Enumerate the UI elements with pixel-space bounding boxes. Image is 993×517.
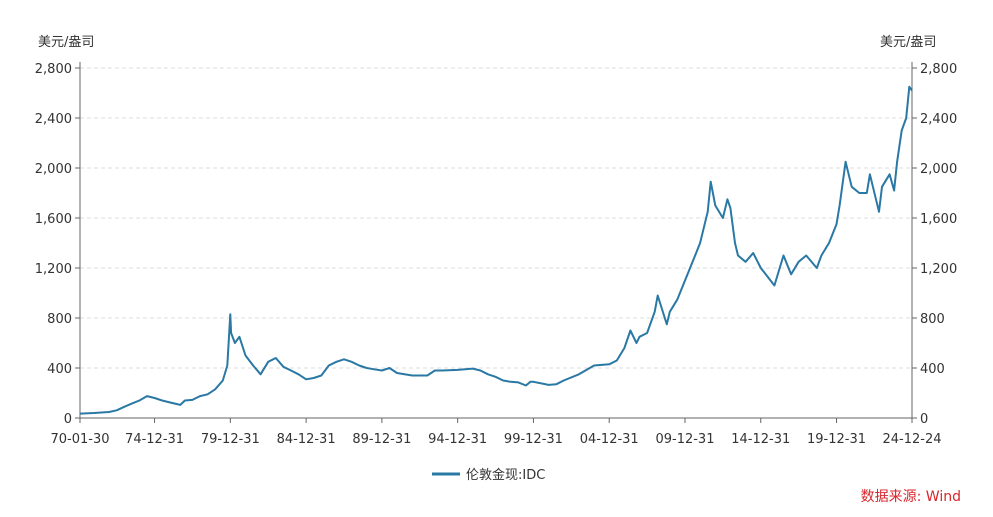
x-tick-label: 74-12-31 bbox=[125, 432, 184, 447]
x-tick-label: 19-12-31 bbox=[807, 432, 866, 447]
y-ticks-right: 0 400 800 1,200 1,600 2,000 2,400 2,800 bbox=[912, 62, 957, 427]
grid-lines bbox=[80, 67, 912, 369]
x-tick-label: 04-12-31 bbox=[580, 432, 639, 447]
y-unit-left: 美元/盎司 bbox=[38, 35, 94, 50]
y-tick-label-right: 1,600 bbox=[920, 212, 957, 227]
y-tick-label-left: 1,600 bbox=[35, 212, 72, 227]
y-tick-label-left: 2,800 bbox=[35, 62, 72, 77]
y-tick-label-right: 2,400 bbox=[920, 112, 957, 127]
y-tick-label-left: 0 bbox=[64, 412, 72, 427]
series-line bbox=[79, 85, 913, 415]
y-tick-label-right: 800 bbox=[920, 312, 945, 327]
y-tick-label-left: 2,400 bbox=[35, 112, 72, 127]
y-tick-label-right: 1,200 bbox=[920, 262, 957, 277]
x-tick-label: 99-12-31 bbox=[504, 432, 563, 447]
x-tick-label: 14-12-31 bbox=[731, 432, 790, 447]
x-tick-label: 70-01-30 bbox=[50, 432, 109, 447]
y-tick-label-right: 2,000 bbox=[920, 162, 957, 177]
y-tick-label-left: 400 bbox=[47, 362, 72, 377]
x-ticks: 70-01-30 74-12-31 79-12-31 84-12-31 89-12-31… bbox=[50, 418, 942, 447]
x-tick-label: 84-12-31 bbox=[277, 432, 336, 447]
y-tick-label-right: 0 bbox=[920, 412, 928, 427]
x-tick-label: 79-12-31 bbox=[201, 432, 260, 447]
y-ticks-left: 0 400 800 1,200 1,600 2,000 2,400 2,800 bbox=[35, 62, 80, 427]
y-tick-label-right: 2,800 bbox=[920, 62, 957, 77]
x-tick-label: 24-12-24 bbox=[882, 432, 941, 447]
y-tick-label-right: 400 bbox=[920, 362, 945, 377]
x-tick-label: 89-12-31 bbox=[352, 432, 411, 447]
y-tick-label-left: 800 bbox=[47, 312, 72, 327]
legend[interactable]: 伦敦金现:IDC bbox=[432, 467, 545, 483]
y-unit-right: 美元/盎司 bbox=[880, 35, 936, 50]
x-tick-label: 09-12-31 bbox=[655, 432, 714, 447]
legend-label: 伦敦金现:IDC bbox=[466, 467, 545, 483]
x-tick-label: 94-12-31 bbox=[428, 432, 487, 447]
y-tick-label-left: 2,000 bbox=[35, 162, 72, 177]
series-layer bbox=[79, 85, 913, 415]
y-tick-label-left: 1,200 bbox=[35, 262, 72, 277]
source-note: 数据来源: Wind bbox=[861, 489, 961, 505]
